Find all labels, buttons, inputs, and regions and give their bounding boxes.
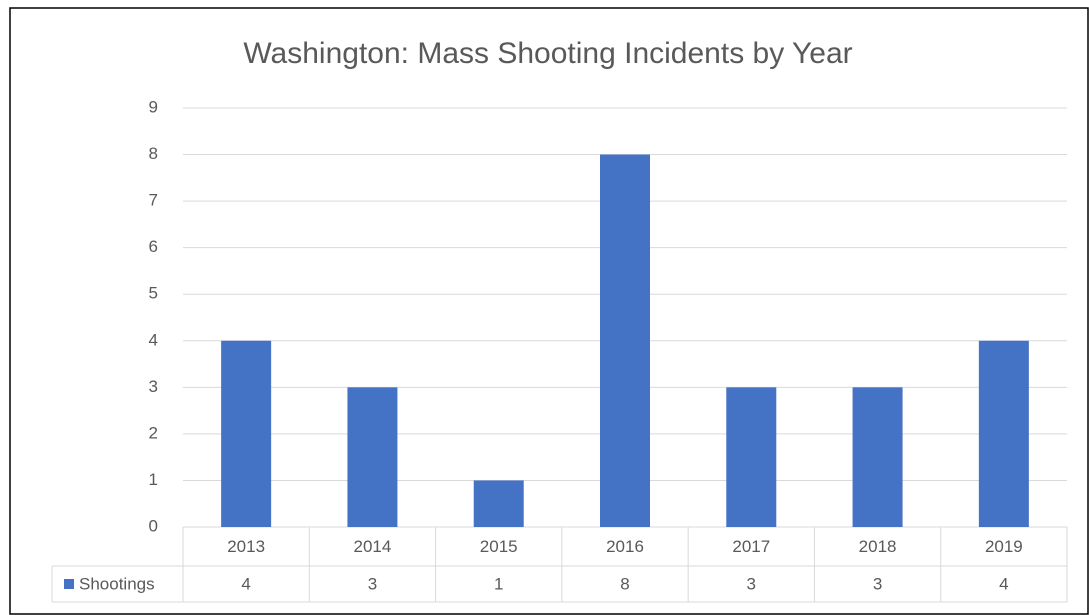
bar bbox=[852, 387, 903, 527]
bar bbox=[347, 387, 398, 527]
x-tick-label: 2018 bbox=[859, 537, 897, 556]
legend-label: Shootings bbox=[79, 574, 155, 593]
y-tick-label: 9 bbox=[149, 97, 158, 116]
bar bbox=[221, 340, 272, 527]
table-value: 4 bbox=[241, 574, 250, 593]
x-tick-label: 2013 bbox=[227, 537, 265, 556]
table-value: 8 bbox=[620, 574, 629, 593]
table-value: 1 bbox=[494, 574, 503, 593]
x-tick-label: 2019 bbox=[985, 537, 1023, 556]
bar bbox=[978, 340, 1029, 527]
x-tick-label: 2016 bbox=[606, 537, 644, 556]
y-tick-label: 8 bbox=[149, 144, 158, 163]
table-value: 4 bbox=[999, 574, 1008, 593]
x-tick-label: 2017 bbox=[732, 537, 770, 556]
table-value: 3 bbox=[747, 574, 756, 593]
y-tick-label: 0 bbox=[149, 516, 158, 535]
y-tick-label: 7 bbox=[149, 191, 158, 210]
y-tick-label: 5 bbox=[149, 284, 158, 303]
y-tick-label: 4 bbox=[149, 330, 158, 349]
bar bbox=[600, 154, 650, 528]
chart-title: Washington: Mass Shooting Incidents by Y… bbox=[243, 37, 852, 70]
y-tick-label: 3 bbox=[149, 377, 158, 396]
y-tick-label: 2 bbox=[149, 423, 158, 442]
chart-border bbox=[9, 7, 1089, 615]
y-tick-label: 6 bbox=[149, 237, 158, 256]
legend-key bbox=[64, 579, 74, 589]
x-tick-label: 2015 bbox=[480, 537, 518, 556]
bar bbox=[726, 387, 777, 527]
y-tick-label: 1 bbox=[149, 470, 158, 489]
table-value: 3 bbox=[873, 574, 882, 593]
bar bbox=[473, 480, 524, 527]
x-tick-label: 2014 bbox=[354, 537, 392, 556]
table-value: 3 bbox=[368, 574, 377, 593]
